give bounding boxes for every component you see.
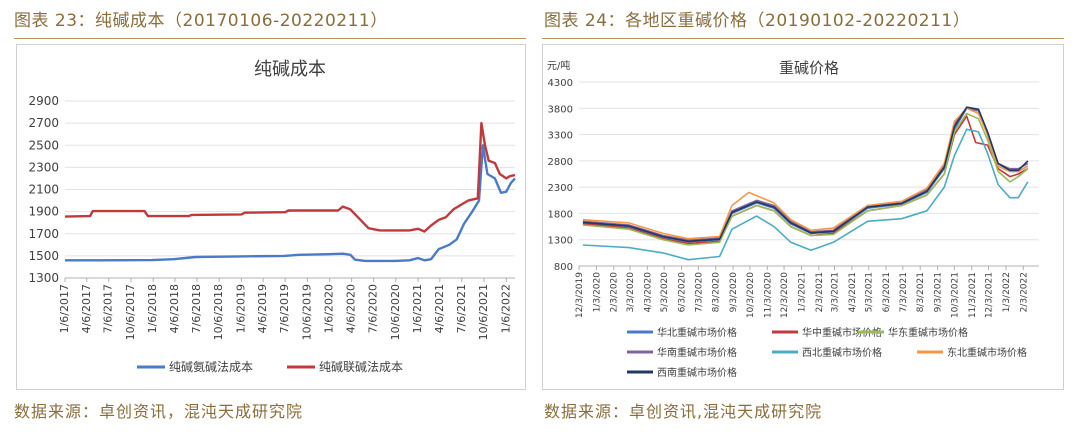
x-tick-label: 1/6/2019 — [234, 284, 247, 333]
x-tick-label: 9/3/2021 — [934, 272, 944, 312]
left-source-note: 数据来源：卓创资讯，混沌天成研究院 — [14, 402, 304, 421]
x-tick-label: 1/3/2020 — [592, 272, 602, 313]
y-tick-label: 3300 — [548, 131, 573, 142]
x-tick-label: 7/3/2020 — [694, 272, 704, 313]
x-tick-label: 7/6/2018 — [190, 284, 203, 333]
series-line-2 — [64, 121, 516, 233]
x-tick-label: 11/3/2020 — [763, 272, 773, 318]
y-axis-unit-label: 元/吨 — [547, 59, 570, 72]
chart-title: 纯碱成本 — [254, 59, 326, 80]
legend-label: 纯碱联碱法成本 — [319, 360, 403, 374]
x-tick-label: 1/6/2021 — [411, 284, 424, 333]
x-tick-label: 3/3/2020 — [626, 272, 636, 313]
series-line-7 — [582, 106, 1029, 243]
x-tick-label: 4/3/2021 — [848, 272, 858, 312]
x-tick-label: 5/3/2020 — [660, 272, 670, 313]
x-tick-label: 1/6/2020 — [323, 284, 336, 333]
chart-title: 重碱价格 — [779, 59, 839, 77]
y-tick-label: 2100 — [28, 183, 59, 197]
x-tick-label: 12/3/2020 — [780, 272, 790, 318]
price-line-chart: 重碱价格 元/吨 800 1300 1800 2300 2800 3300 3800 4300 12… — [547, 59, 1039, 379]
x-tick-label: 6/3/2021 — [882, 272, 892, 312]
x-tick-label: 1/6/2022 — [499, 284, 512, 333]
x-tick-label: 4/6/2020 — [345, 284, 358, 333]
x-tick-label: 3/3/2021 — [830, 272, 840, 312]
y-tick-label: 2300 — [28, 160, 59, 174]
x-tick-label: 10/6/2021 — [477, 284, 490, 340]
y-tick-label: 1500 — [28, 249, 59, 263]
y-tick-label: 3800 — [548, 104, 573, 115]
series-line-4 — [582, 107, 1029, 241]
series-line-3 — [582, 112, 1029, 246]
series-line-1 — [65, 144, 516, 263]
legend-label: 西南重碱市场价格 — [657, 366, 737, 379]
y-tick-label: 800 — [554, 262, 573, 273]
x-tick-label: 6/3/2020 — [678, 272, 688, 313]
x-tick-label: 4/3/2020 — [643, 272, 653, 313]
legend-label: 东北重碱市场价格 — [947, 346, 1027, 359]
x-tick-label: 4/6/2018 — [168, 284, 181, 333]
x-tick-label: 2/3/2021 — [815, 272, 825, 312]
y-tick-label: 1300 — [548, 236, 573, 247]
right-caption-rule — [542, 38, 1064, 39]
x-tick-label: 8/3/2021 — [916, 272, 926, 312]
series-line-2 — [582, 115, 1029, 245]
x-tick-label: 10/6/2019 — [300, 284, 313, 340]
x-tick-label: 7/6/2019 — [278, 284, 291, 333]
legend-label: 华东重碱市场价格 — [888, 326, 968, 339]
series-line-5 — [582, 128, 1029, 261]
x-tick-label: 7/6/2017 — [102, 284, 115, 333]
x-tick-label: 8/3/2020 — [712, 272, 722, 313]
y-tick-label: 2500 — [28, 138, 59, 152]
legend-label: 华北重碱市场价格 — [657, 326, 737, 339]
left-chart-panel: 纯碱成本 1300 1500 1700 1900 2100 2300 2500 2700 2900… — [16, 44, 526, 390]
right-figure-caption: 图表 24：各地区重碱价格（20190102-20220211） — [544, 11, 971, 31]
x-tick-label: 1/6/2017 — [58, 284, 71, 333]
y-tick-label: 4300 — [548, 78, 573, 89]
left-figure-caption: 图表 23：纯碱成本（20170106-20220211） — [14, 11, 388, 31]
x-tick-label: 9/3/2020 — [729, 272, 739, 313]
legend-label: 华中重碱市场价格 — [802, 326, 882, 339]
x-tick-label: 1/3/2021 — [797, 272, 807, 312]
x-tick-label: 4/6/2021 — [433, 284, 446, 333]
x-tick-label: 4/6/2017 — [80, 284, 93, 333]
y-tick-label: 2900 — [28, 94, 59, 108]
y-tick-label: 1700 — [28, 227, 59, 241]
y-tick-label: 2800 — [548, 157, 573, 168]
x-tick-label: 12/3/2019 — [575, 272, 585, 318]
x-tick-label: 10/6/2017 — [124, 284, 137, 340]
x-tick-label: 7/6/2021 — [455, 284, 468, 333]
x-tick-label: 11/3/2021 — [968, 272, 978, 318]
legend-label: 西北重碱市场价格 — [802, 346, 882, 359]
legend-label: 华南重碱市场价格 — [657, 346, 737, 359]
cost-line-chart: 纯碱成本 1300 1500 1700 1900 2100 2300 2500 2700 2900… — [28, 59, 516, 374]
x-tick-label: 2/3/2020 — [610, 272, 620, 313]
series-line-6 — [582, 107, 1029, 240]
x-tick-label: 1/3/2022 — [1002, 272, 1012, 312]
x-tick-label: 5/3/2021 — [865, 272, 875, 312]
x-tick-label: 1/6/2018 — [146, 284, 159, 333]
x-tick-label: 7/3/2021 — [899, 272, 909, 312]
x-tick-label: 7/6/2020 — [367, 284, 380, 333]
x-tick-label: 10/3/2020 — [746, 272, 756, 318]
y-tick-label: 1800 — [548, 209, 573, 220]
y-tick-label: 1300 — [28, 271, 59, 285]
x-tick-label: 10/3/2021 — [950, 272, 960, 318]
x-tick-label: 2/3/2022 — [1019, 272, 1029, 312]
right-source-note: 数据来源：卓创资讯,混沌天成研究院 — [544, 402, 823, 421]
x-tick-label: 10/6/2020 — [389, 284, 402, 340]
x-tick-label: 12/3/2021 — [985, 272, 995, 318]
y-tick-label: 2300 — [548, 183, 573, 194]
left-caption-rule — [14, 38, 526, 39]
y-tick-label: 1900 — [28, 205, 59, 219]
series-line-1 — [582, 107, 1029, 243]
x-tick-label: 4/6/2019 — [256, 284, 269, 333]
right-chart-panel: 重碱价格 元/吨 800 1300 1800 2300 2800 3300 3800 4300 12… — [542, 44, 1064, 390]
y-tick-label: 2700 — [28, 116, 59, 130]
x-tick-label: 10/6/2018 — [212, 284, 225, 340]
legend-label: 纯碱氨碱法成本 — [169, 360, 253, 374]
